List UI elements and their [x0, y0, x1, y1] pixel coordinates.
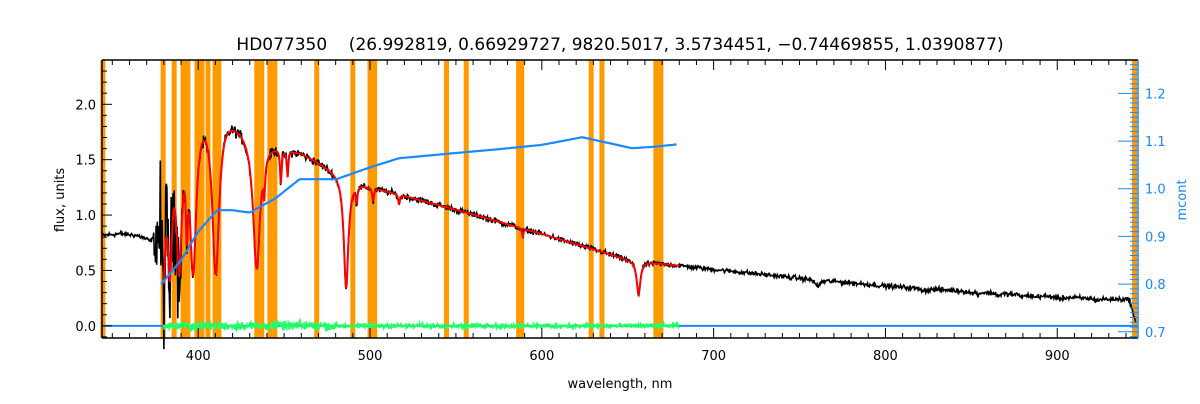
- y2-tick-label: 0.7: [1145, 326, 1166, 341]
- mask-band: [516, 60, 522, 338]
- mask-band: [519, 60, 525, 338]
- residual-line: [162, 317, 680, 333]
- mcont-line: [160, 136, 677, 285]
- y-tick-label: 0.5: [75, 264, 96, 279]
- mask-band: [212, 60, 218, 338]
- x-tick-label: 600: [529, 349, 554, 364]
- x-tick-label: 900: [1045, 349, 1070, 364]
- x-tick-label: 500: [358, 349, 383, 364]
- mask-band: [205, 60, 211, 338]
- mask-band: [658, 60, 664, 338]
- axes-group: 400 500 600 700 800 900 0.0 0.5 1.0 1.5 2.0 0.7 0.8 0…: [75, 59, 1166, 364]
- mask-band: [267, 60, 273, 338]
- mask-band: [463, 60, 469, 338]
- y-tick-label: 1.0: [75, 209, 96, 224]
- y-tick-label: 0.0: [75, 320, 96, 335]
- mask-band: [443, 60, 449, 338]
- mask-band: [1132, 60, 1138, 338]
- y-tick-label: 1.5: [75, 154, 96, 169]
- y2-axis-label: mcont: [1175, 179, 1190, 220]
- mask-band: [599, 60, 605, 338]
- model-fit-line: [162, 129, 680, 298]
- y2-tick-label: 0.8: [1145, 278, 1166, 293]
- y-axis-label: flux, units: [53, 168, 68, 233]
- y2-tick-label: 0.9: [1145, 230, 1166, 245]
- x-tick-label: 800: [873, 349, 898, 364]
- y2-tick-label: 1.0: [1145, 183, 1166, 198]
- series-group: [101, 125, 1138, 350]
- y-tick-label: 2.0: [75, 98, 96, 113]
- y2-tick-label: 1.2: [1145, 87, 1166, 102]
- x-axis-label: wavelength, nm: [568, 377, 673, 392]
- mask-band: [199, 60, 205, 338]
- chart-title: HD077350 (26.992819, 0.66929727, 9820.50…: [236, 35, 1003, 55]
- mask-bands: [100, 60, 1138, 338]
- x-tick-label: 700: [701, 349, 726, 364]
- mask-band: [100, 60, 106, 338]
- mask-band: [314, 60, 320, 338]
- x-tick-label: 400: [186, 349, 211, 364]
- mask-band: [653, 60, 659, 338]
- mask-band: [185, 60, 191, 338]
- mask-band: [372, 60, 378, 338]
- mask-band: [367, 60, 373, 338]
- mask-band: [160, 60, 166, 338]
- mask-band: [254, 60, 260, 338]
- y2-tick-label: 1.1: [1145, 135, 1166, 150]
- mask-band: [588, 60, 594, 338]
